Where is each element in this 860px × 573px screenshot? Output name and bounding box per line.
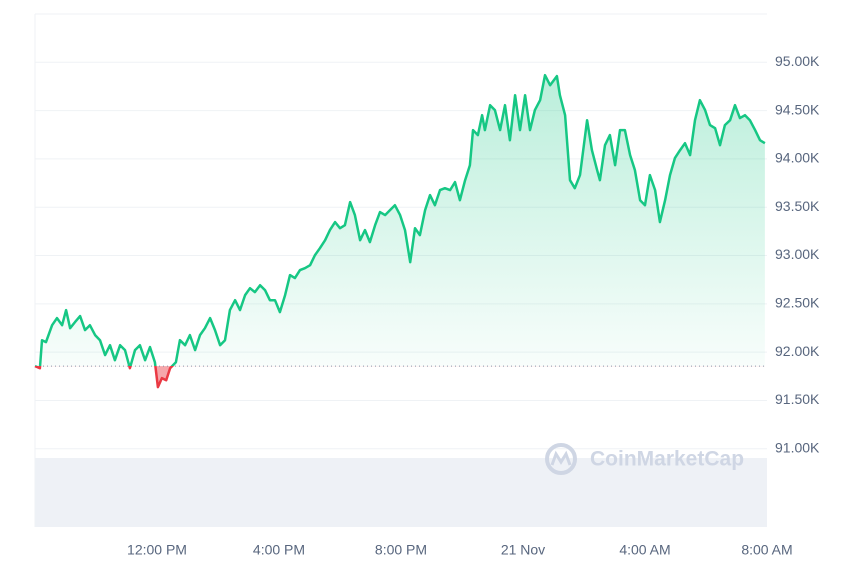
- x-tick-label: 4:00 AM: [619, 542, 670, 558]
- y-tick-label: 93.00K: [775, 246, 820, 262]
- x-tick-label: 8:00 AM: [741, 542, 792, 558]
- x-tick-label: 4:00 PM: [253, 542, 305, 558]
- y-tick-label: 91.50K: [775, 391, 820, 407]
- x-tick-label: 8:00 PM: [375, 542, 427, 558]
- x-tick-label: 12:00 PM: [127, 542, 187, 558]
- y-tick-label: 92.50K: [775, 295, 820, 311]
- watermark: CoinMarketCap: [545, 443, 744, 475]
- y-tick-label: 91.00K: [775, 439, 820, 455]
- y-tick-label: 92.00K: [775, 343, 820, 359]
- volume-area: [35, 458, 767, 527]
- y-tick-label: 95.00K: [775, 53, 820, 69]
- y-tick-label: 94.50K: [775, 101, 820, 117]
- watermark-text: CoinMarketCap: [590, 448, 744, 471]
- price-area: [35, 75, 765, 388]
- price-line: [34, 73, 766, 389]
- y-tick-label: 93.50K: [775, 198, 820, 214]
- y-tick-label: 94.00K: [775, 150, 820, 166]
- x-tick-label: 21 Nov: [501, 542, 545, 558]
